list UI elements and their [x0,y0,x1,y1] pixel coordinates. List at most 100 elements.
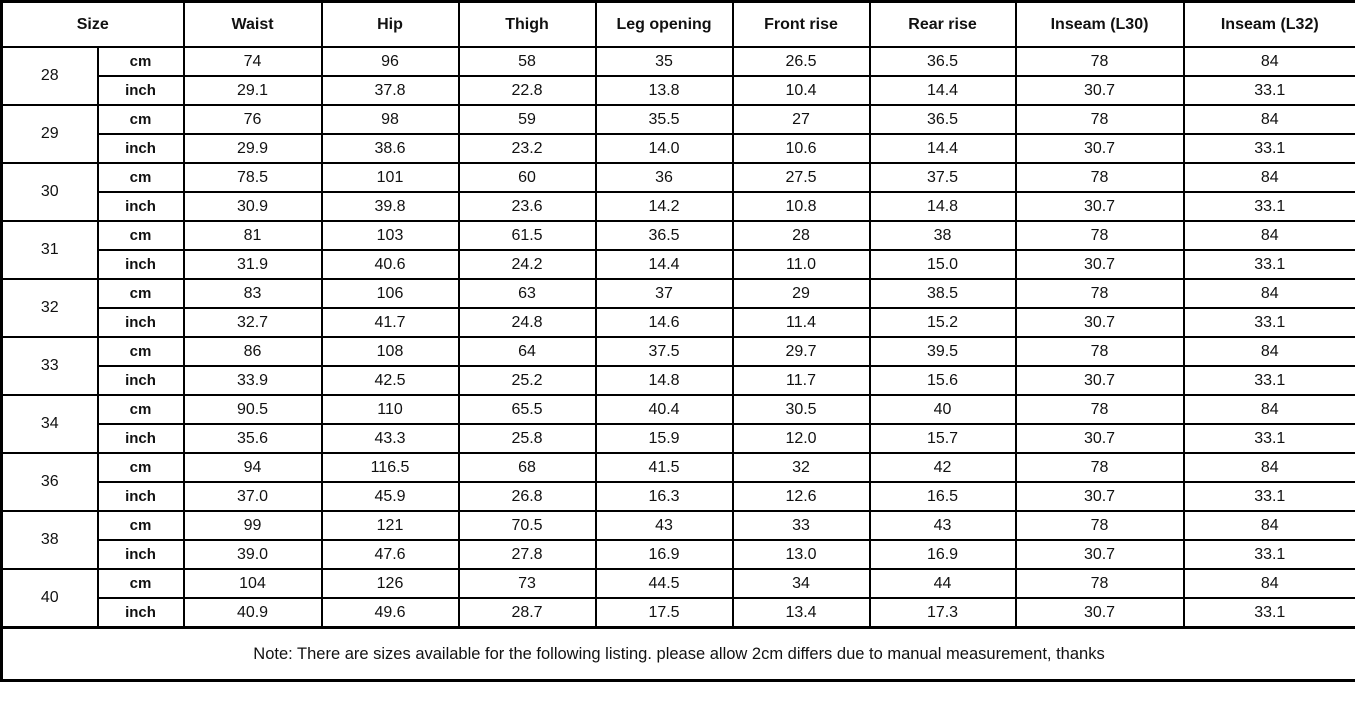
value-cell: 44.5 [594,568,734,599]
size-label: 29 [0,104,99,164]
value-cell: 25.8 [457,423,597,454]
value-cell: 78 [1014,104,1185,135]
value-cell: 49.6 [320,597,460,629]
value-cell: 23.6 [457,191,597,222]
value-cell: 29.7 [731,336,871,367]
size-row-31-cm: 31 cm 81 103 61.5 36.5 28 38 78 84 [0,220,1355,280]
value-cell: 78 [1014,394,1185,425]
value-cell: 63 [457,278,597,309]
value-cell: 121 [320,510,460,541]
size-row-28-cm: 28 cm 74 96 58 35 26.5 36.5 78 84 [0,46,1355,106]
value-cell: 84 [1182,336,1355,367]
size-label: 28 [0,46,99,106]
value-cell: 30.7 [1014,365,1185,396]
value-cell: 14.4 [594,249,734,280]
value-cell: 30.7 [1014,597,1185,629]
value-cell: 35.5 [594,104,734,135]
value-cell: 42.5 [320,365,460,396]
size-row-36-cm: 36 cm 94 116.5 68 41.5 32 42 78 84 [0,452,1355,512]
note-row: Note: There are sizes available for the … [0,626,1355,682]
unit-label: inch [96,75,185,106]
value-cell: 15.0 [868,249,1017,280]
value-cell: 126 [320,568,460,599]
value-cell: 32 [731,452,871,483]
value-cell: 15.2 [868,307,1017,338]
value-cell: 13.8 [594,75,734,106]
value-cell: 58 [457,46,597,77]
value-cell: 36.5 [868,46,1017,77]
value-cell: 38.6 [320,133,460,164]
value-cell: 29 [731,278,871,309]
size-row-31-inch: inch 31.9 40.6 24.2 14.4 11.0 15.0 30.7 33.1 [2,249,1355,280]
table-footer: Note: There are sizes available for the … [0,626,1355,682]
value-cell: 36 [594,162,734,193]
value-cell: 28.7 [457,597,597,629]
value-cell: 84 [1182,278,1355,309]
size-label: 33 [0,336,99,396]
value-cell: 14.8 [594,365,734,396]
unit-label: inch [96,539,185,570]
unit-label: inch [96,481,185,512]
value-cell: 15.7 [868,423,1017,454]
value-cell: 14.4 [868,133,1017,164]
value-cell: 43.3 [320,423,460,454]
value-cell: 11.0 [731,249,871,280]
header-leg-opening: Leg opening [594,0,734,48]
value-cell: 78 [1014,568,1185,599]
value-cell: 74 [182,46,323,77]
value-cell: 83 [182,278,323,309]
value-cell: 84 [1182,510,1355,541]
value-cell: 84 [1182,452,1355,483]
unit-label: inch [96,597,185,629]
value-cell: 40.4 [594,394,734,425]
size-row-30-cm: 30 cm 78.5 101 60 36 27.5 37.5 78 84 [0,162,1355,222]
note-text: Note: There are sizes available for the … [0,626,1355,682]
value-cell: 103 [320,220,460,251]
value-cell: 40.9 [182,597,323,629]
value-cell: 78 [1014,46,1185,77]
value-cell: 13.4 [731,597,871,629]
header-hip: Hip [320,0,460,48]
size-row-33-inch: inch 33.9 42.5 25.2 14.8 11.7 15.6 30.7 33.1 [2,365,1355,396]
size-label: 34 [0,394,99,454]
value-cell: 14.4 [868,75,1017,106]
header-thigh: Thigh [457,0,597,48]
value-cell: 94 [182,452,323,483]
value-cell: 17.3 [868,597,1017,629]
value-cell: 29.9 [182,133,323,164]
value-cell: 84 [1182,162,1355,193]
table-header: Size Waist Hip Thigh Leg opening Front r… [0,0,1355,48]
value-cell: 16.5 [868,481,1017,512]
value-cell: 33.1 [1182,539,1355,570]
value-cell: 33.9 [182,365,323,396]
value-cell: 81 [182,220,323,251]
value-cell: 78 [1014,278,1185,309]
value-cell: 26.8 [457,481,597,512]
value-cell: 90.5 [182,394,323,425]
value-cell: 78 [1014,510,1185,541]
value-cell: 23.2 [457,133,597,164]
value-cell: 64 [457,336,597,367]
unit-label: inch [96,133,185,164]
size-label: 38 [0,510,99,570]
value-cell: 16.9 [594,539,734,570]
value-cell: 25.2 [457,365,597,396]
value-cell: 84 [1182,104,1355,135]
size-row-29-inch: inch 29.9 38.6 23.2 14.0 10.6 14.4 30.7 33.1 [2,133,1355,164]
value-cell: 70.5 [457,510,597,541]
value-cell: 33.1 [1182,481,1355,512]
value-cell: 84 [1182,394,1355,425]
value-cell: 33.1 [1182,365,1355,396]
value-cell: 108 [320,336,460,367]
size-row-32-inch: inch 32.7 41.7 24.8 14.6 11.4 15.2 30.7 33.1 [2,307,1355,338]
size-row-34-cm: 34 cm 90.5 110 65.5 40.4 30.5 40 78 84 [0,394,1355,454]
size-row-32-cm: 32 cm 83 106 63 37 29 38.5 78 84 [0,278,1355,338]
header-front-rise: Front rise [731,0,871,48]
value-cell: 39.0 [182,539,323,570]
value-cell: 43 [868,510,1017,541]
value-cell: 78.5 [182,162,323,193]
value-cell: 104 [182,568,323,599]
size-row-36-inch: inch 37.0 45.9 26.8 16.3 12.6 16.5 30.7 33.1 [2,481,1355,512]
unit-label: inch [96,249,185,280]
value-cell: 40.6 [320,249,460,280]
